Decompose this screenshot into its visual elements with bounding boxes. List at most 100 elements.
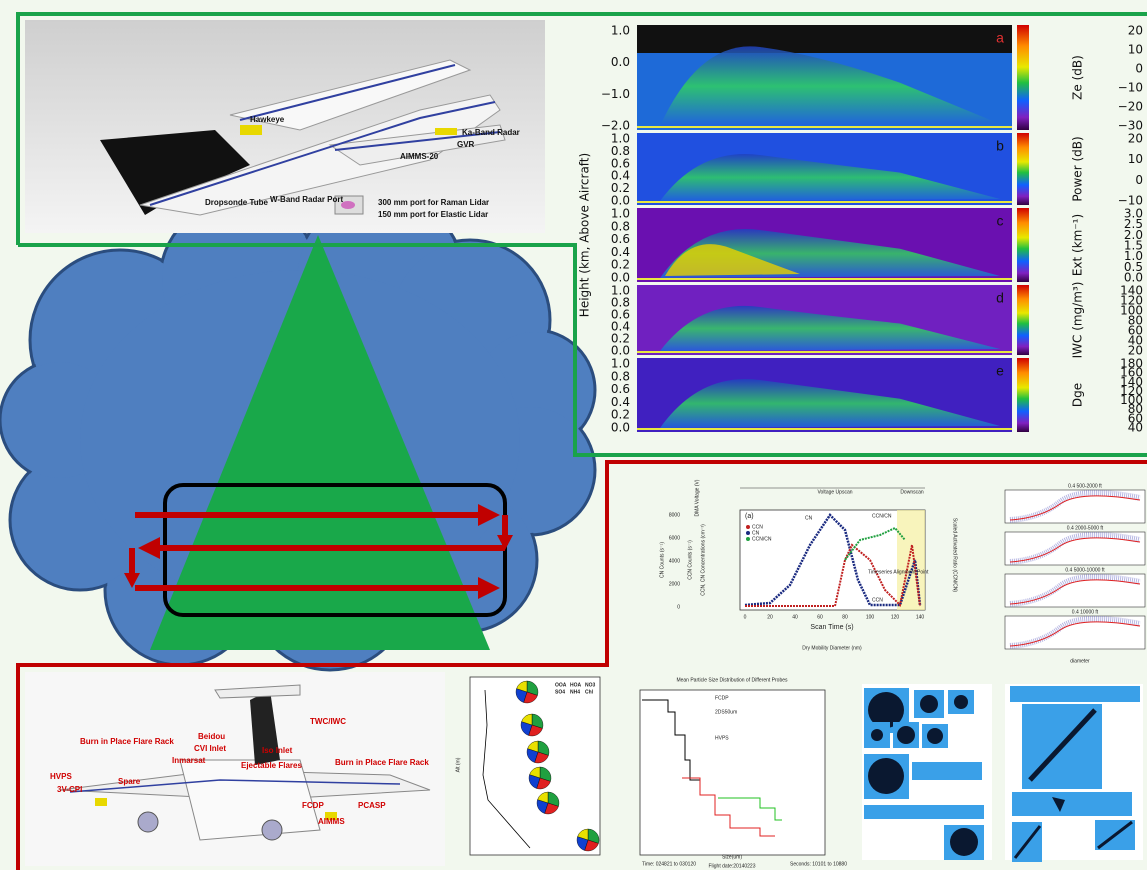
colorbar-label: Dge bbox=[1071, 383, 1085, 407]
x-tick-label: 140 bbox=[916, 614, 925, 620]
y-tick-label: 0.0 bbox=[611, 55, 630, 69]
page: { "top_aircraft": {"labels": ["Hawkeye",… bbox=[0, 0, 1147, 870]
colorbar-tick-label: 10 bbox=[1128, 43, 1143, 57]
colorbar-label: Ext (km⁻¹) bbox=[1071, 214, 1085, 276]
annotation: Timeseries Alignment Point bbox=[868, 569, 929, 575]
label: HVPS bbox=[50, 772, 72, 781]
colorbar-tick-label: 10 bbox=[1128, 152, 1143, 166]
x-tick-label: 60 bbox=[817, 614, 823, 620]
top-aircraft-image: Hawkeye Ka-Band Radar AIMMS-20 GVR Drops… bbox=[25, 20, 545, 233]
panel-letter: c bbox=[997, 213, 1004, 229]
plot-title: 0.4 10000 ft bbox=[1072, 609, 1099, 615]
colorbar-tick-label: −10 bbox=[1118, 81, 1143, 95]
ccn-chart: (a) Voltage Upscan Downscan CCN CN CCN/C… bbox=[659, 479, 957, 651]
y-axis-label: Scaled Activated Ratio (CCN/CN) bbox=[952, 518, 958, 593]
y-axis-label: CN Counts (s⁻¹) bbox=[659, 542, 665, 578]
colorbar-tick-label: −20 bbox=[1118, 100, 1143, 114]
colorbar bbox=[1017, 133, 1029, 205]
x-tick-label: 20 bbox=[767, 614, 773, 620]
colorbar-label: IWC (mg/m³) bbox=[1071, 282, 1085, 359]
colorbar-tick-label: 0 bbox=[1135, 173, 1143, 187]
x2-axis-label: Dry Mobility Diameter (nm) bbox=[802, 645, 862, 651]
legend-entry: Chl bbox=[585, 689, 594, 695]
label: Beidou bbox=[198, 732, 225, 741]
label: Ka-Band Radar bbox=[462, 128, 520, 137]
colorbar bbox=[1017, 285, 1029, 355]
annotation: Voltage Upscan bbox=[817, 489, 852, 495]
x-tick-label: 100 bbox=[866, 614, 875, 620]
label: 150 mm port for Elastic Lidar bbox=[378, 210, 488, 219]
legend-entry: NO3 bbox=[585, 682, 596, 688]
legend-entry: OOA bbox=[555, 682, 567, 688]
plot-title: 0.4 2000-5000 ft bbox=[1067, 525, 1104, 531]
y-tick-label: 0.0 bbox=[611, 344, 630, 358]
y-tick-label: −1.0 bbox=[601, 87, 630, 101]
size-distribution: Mean Particle Size Distribution of Diffe… bbox=[640, 677, 847, 869]
footer: Flight date:20140223 bbox=[709, 863, 756, 869]
label: Hawkeye bbox=[250, 115, 285, 124]
label: AIMMS bbox=[318, 817, 345, 826]
plot-title: 0.4 500-2000 ft bbox=[1068, 483, 1102, 489]
chart-title: Mean Particle Size Distribution of Diffe… bbox=[676, 677, 788, 683]
label: AIMMS-20 bbox=[400, 152, 439, 161]
colorbar-tick-label: 0.0 bbox=[1124, 271, 1143, 285]
particle-images bbox=[862, 684, 1143, 862]
y-axis-label: CCN, CN Concentrations (cm⁻³) bbox=[700, 524, 706, 596]
colorbar-tick-label: 20 bbox=[1128, 24, 1143, 38]
y-tick-label: 2000 bbox=[669, 581, 680, 587]
panel-label: (a) bbox=[745, 513, 754, 520]
footer: Seconds: 10101 to 10880 bbox=[790, 861, 847, 867]
legend-entry: 2DS50um bbox=[715, 709, 737, 715]
label: Ejectable Flares bbox=[241, 761, 302, 770]
colorbar-label: Ze (dB) bbox=[1071, 55, 1085, 100]
y-tick-label: 6000 bbox=[669, 535, 680, 541]
y-axis-label: CCN Counts (s⁻¹) bbox=[687, 540, 693, 580]
y-axis-label: Height (km, Above Aircraft) bbox=[578, 153, 592, 317]
x-tick-label: 0 bbox=[744, 614, 747, 620]
annotation: CCN/CN bbox=[872, 513, 892, 519]
label: 3V-CPI bbox=[57, 785, 82, 794]
label: Spare bbox=[118, 777, 141, 786]
x-axis-label: Size(um) bbox=[722, 854, 742, 860]
bottom-aircraft-image: TWC/IWC Beidou CVI Inlet Iso Inlet Inmar… bbox=[25, 672, 445, 866]
footer: Time: 024821 to 030120 bbox=[642, 861, 696, 867]
legend-entry: HOA bbox=[570, 682, 582, 688]
x-tick-label: 80 bbox=[842, 614, 848, 620]
legend-entry: FCDP bbox=[715, 695, 729, 701]
y-tick-label: 4000 bbox=[669, 558, 680, 564]
panel-letter: a bbox=[996, 30, 1004, 46]
y-tick-label: 0 bbox=[677, 604, 680, 610]
colorbar bbox=[1017, 358, 1029, 432]
label: W-Band Radar Port bbox=[270, 195, 344, 204]
label: Burn in Place Flare Rack bbox=[335, 758, 429, 767]
label: Burn in Place Flare Rack bbox=[80, 737, 174, 746]
legend-entry: HVPS bbox=[715, 735, 729, 741]
label: CVI Inlet bbox=[194, 744, 226, 753]
panel-letter: e bbox=[996, 363, 1004, 379]
colorbar bbox=[1017, 25, 1029, 130]
colorbar-tick-label: 20 bbox=[1128, 132, 1143, 146]
y-tick-label: 8000 bbox=[669, 512, 680, 518]
y-tick-label: 0.0 bbox=[611, 421, 630, 435]
plot-title: 0.4 5000-10000 ft bbox=[1065, 567, 1105, 573]
y-tick-label: −2.0 bbox=[601, 119, 630, 133]
label: GVR bbox=[457, 140, 475, 149]
label: Dropsonde Tube bbox=[205, 198, 269, 207]
radar-panels: Height (km, Above Aircraft) a1.00.0−1.0−… bbox=[578, 24, 1144, 435]
composite-figure: Hawkeye Ka-Band Radar AIMMS-20 GVR Drops… bbox=[0, 0, 1147, 870]
y-tick-label: 0.0 bbox=[611, 194, 630, 208]
label: Iso Inlet bbox=[262, 746, 293, 755]
legend-entry: NH4 bbox=[570, 689, 580, 695]
colorbar-tick-label: 0 bbox=[1135, 62, 1143, 76]
x-tick-label: 40 bbox=[792, 614, 798, 620]
colorbar-tick-label: −30 bbox=[1118, 119, 1143, 133]
label: PCASP bbox=[358, 801, 386, 810]
mini-plots: diameter 0.4 500-2000 ft 0.4 2000-5000 ft… bbox=[1005, 483, 1145, 664]
panel-letter: b bbox=[996, 138, 1004, 154]
x-axis-label: diameter bbox=[1070, 658, 1090, 664]
label: Inmarsat bbox=[172, 756, 206, 765]
y-axis-label: DMA Voltage (V) bbox=[694, 479, 700, 516]
x-tick-label: 120 bbox=[891, 614, 900, 620]
y-tick-label: 0.0 bbox=[611, 271, 630, 285]
legend-entry: CCN/CN bbox=[752, 536, 772, 542]
